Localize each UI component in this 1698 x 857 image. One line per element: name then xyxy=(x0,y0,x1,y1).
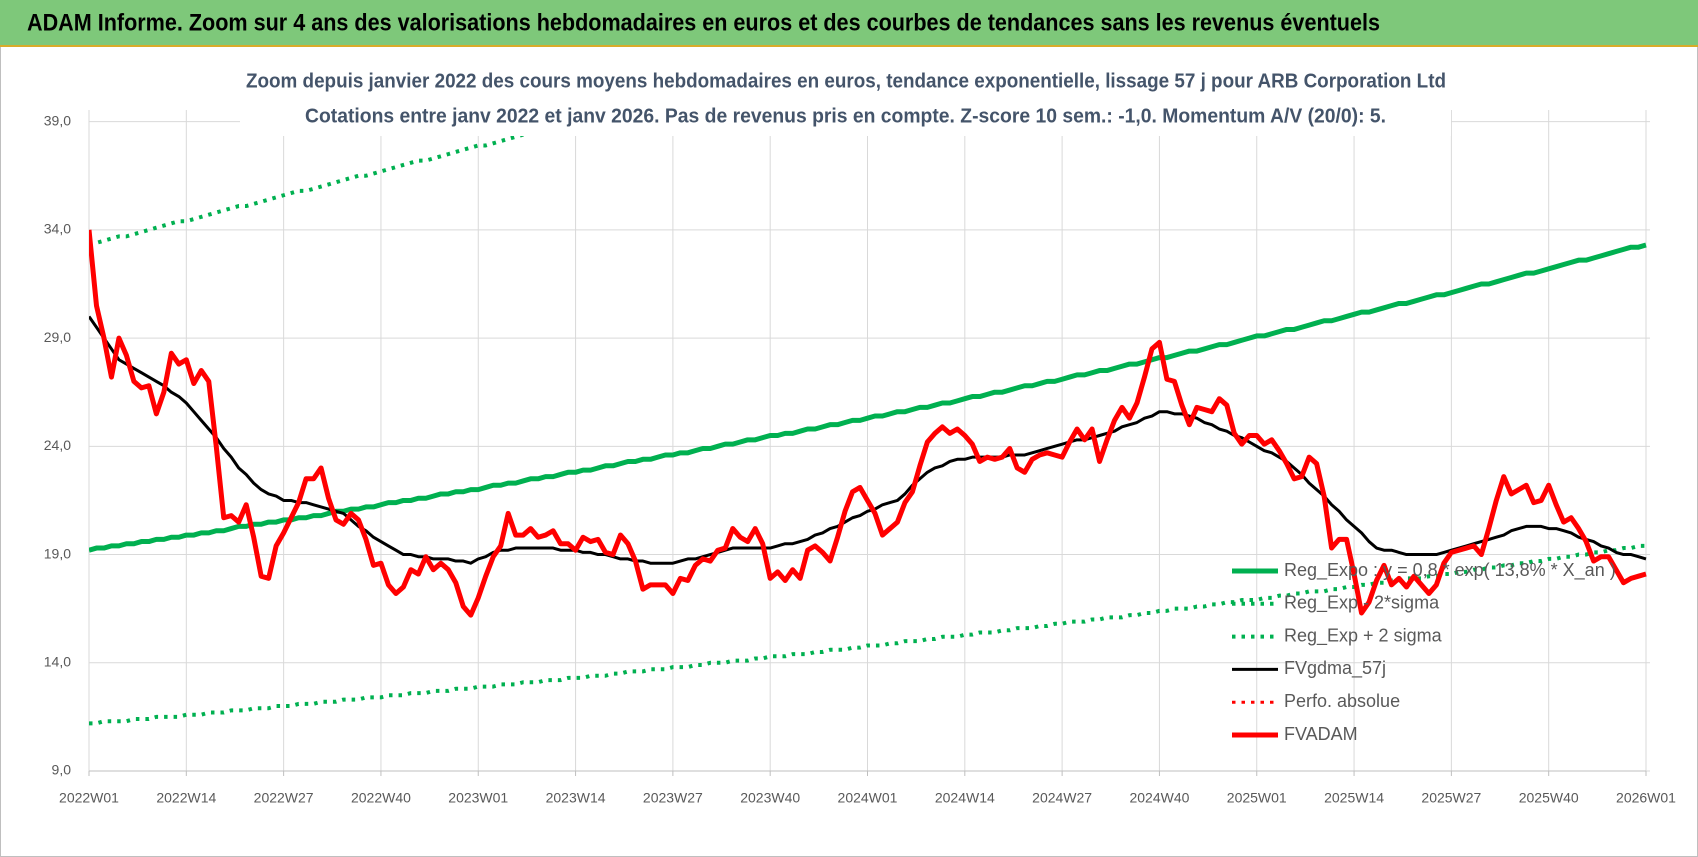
y-tick-label: 29,0 xyxy=(44,329,71,345)
legend-label: FVgdma_57j xyxy=(1284,658,1386,679)
x-tick-label: 2026W01 xyxy=(1616,790,1676,806)
x-tick-label: 2023W40 xyxy=(740,790,800,806)
y-tick-label: 39,0 xyxy=(44,112,71,128)
legend-label: Reg_Expo : y = 0,8 * exp( 13,8% * X_an ) xyxy=(1284,560,1616,581)
x-tick-label: 2022W14 xyxy=(156,790,216,806)
x-tick-label: 2024W40 xyxy=(1129,790,1189,806)
x-tick-label: 2024W14 xyxy=(935,790,995,806)
subtitle-line: Cotations entre janv 2022 et janv 2026. … xyxy=(305,105,1386,127)
y-tick-label: 9,0 xyxy=(52,762,72,778)
x-tick-label: 2023W01 xyxy=(448,790,508,806)
x-tick-label: 2024W27 xyxy=(1032,790,1092,806)
x-tick-label: 2023W14 xyxy=(546,790,606,806)
grid: 9,0 14,0 19,0 24,0 29,0 34,0 39,0 2022W01 2022W1… xyxy=(44,110,1676,806)
y-tick-label: 14,0 xyxy=(44,653,71,669)
y-tick-label: 19,0 xyxy=(44,545,71,561)
x-tick-label: 2025W40 xyxy=(1519,790,1579,806)
series-line xyxy=(89,543,1646,726)
x-tick-label: 2022W27 xyxy=(254,790,314,806)
x-tick-label: 2022W40 xyxy=(351,790,411,806)
x-tick-label: 2022W01 xyxy=(59,790,119,806)
x-tick-label: 2025W01 xyxy=(1227,790,1287,806)
legend-label: Perfo. absolue xyxy=(1284,691,1400,711)
x-tick-label: 2023W27 xyxy=(643,790,703,806)
page-title: ADAM Informe. Zoom sur 4 ans des valoris… xyxy=(27,9,1380,36)
x-tick-label: 2024W01 xyxy=(838,790,898,806)
subtitle-line: Zoom depuis janvier 2022 des cours moyen… xyxy=(246,70,1446,92)
series-line xyxy=(89,100,673,247)
title-bar xyxy=(0,0,1698,45)
legend: Reg_Expo : y = 0,8 * exp( 13,8% * X_an )… xyxy=(1232,560,1616,744)
y-tick-label: 24,0 xyxy=(44,437,71,453)
series-line xyxy=(89,242,1647,553)
legend-label: FVADAM xyxy=(1284,724,1358,744)
subtitle-box xyxy=(240,64,1451,136)
title-rule xyxy=(0,45,1698,47)
x-tick-label: 2025W14 xyxy=(1324,790,1384,806)
legend-label: Reg_Exp - 2*sigma xyxy=(1284,593,1440,614)
y-tick-label: 34,0 xyxy=(44,221,71,237)
plot xyxy=(89,100,1647,726)
x-tick-label: 2025W27 xyxy=(1421,790,1481,806)
series-line xyxy=(89,229,1647,618)
legend-label: Reg_Exp + 2 sigma xyxy=(1284,625,1443,646)
